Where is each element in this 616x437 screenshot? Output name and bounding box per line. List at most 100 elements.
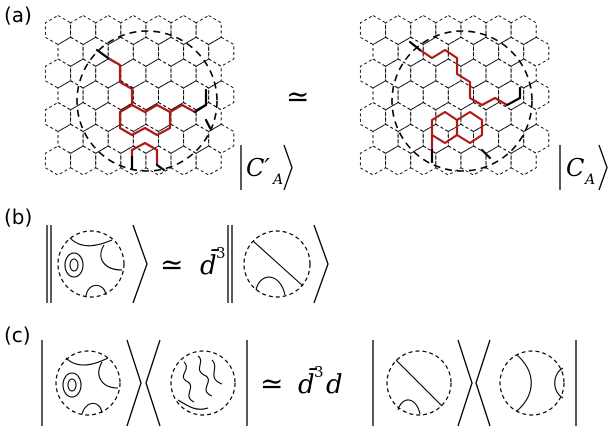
- ket-right: C A: [559, 144, 608, 191]
- lattice-hexagon: [498, 123, 525, 154]
- ket-left-subscript: A: [271, 172, 283, 188]
- lattice-hexagon: [95, 58, 122, 89]
- lattice-hexagon: [145, 58, 172, 89]
- lattice-hexagon: [120, 101, 147, 133]
- trailing-d-c: d: [326, 370, 343, 400]
- boundary-stub-left-5: [155, 163, 166, 172]
- lattice-hexagon: [195, 58, 222, 89]
- lattice-hexagon: [145, 101, 172, 133]
- lattice-hexagon: [158, 123, 185, 154]
- red-string-lower-left: [130, 141, 159, 167]
- panel-c-label: (c): [4, 323, 31, 347]
- lattice-hexagon: [44, 14, 72, 46]
- lattice-hexagon: [498, 36, 525, 67]
- panel-b-ket-1: [46, 224, 148, 304]
- lattice-hexagon: [410, 145, 437, 176]
- lattice-hexagon: [385, 14, 412, 46]
- lattice-hexagon: [70, 14, 97, 46]
- lattice-hexagon: [510, 58, 537, 89]
- lattice-hexagon: [120, 14, 147, 46]
- region-circle-right: [391, 30, 533, 172]
- coefficient-b: d̄: [200, 248, 220, 281]
- panel-c-ket-1: [41, 339, 142, 427]
- lattice-hexagon: [70, 101, 97, 133]
- lattice-hexagon: [170, 58, 197, 89]
- lattice-hexagon: [460, 14, 487, 46]
- honeycomb-lattice-right: [359, 14, 550, 176]
- lattice-hexagon: [510, 145, 537, 176]
- lattice-hexagon: [372, 123, 399, 154]
- lattice-hexagon: [107, 123, 134, 154]
- boundary-stub-right-2: [505, 86, 522, 107]
- lattice-hexagon: [158, 80, 185, 111]
- lattice-hexagon: [359, 145, 387, 176]
- red-string-branch-left: [130, 103, 172, 114]
- lattice-hexagon: [44, 145, 72, 176]
- lattice-hexagon: [82, 123, 109, 154]
- lattice-hexagon: [485, 58, 512, 89]
- lattice-hexagon: [95, 101, 122, 133]
- ket-left: C′ A: [240, 144, 293, 191]
- simeq-symbol-a: ≃: [286, 80, 309, 113]
- coefficient-c: d̄: [298, 367, 318, 400]
- lattice-hexagon: [183, 123, 210, 154]
- lattice-hexagon: [372, 36, 399, 67]
- lattice-hexagon: [95, 14, 122, 46]
- lattice-hexagon: [485, 145, 512, 176]
- boundary-stub-right-4: [480, 148, 492, 160]
- lattice-hexagon: [208, 80, 235, 111]
- lattice-hexagon: [107, 80, 134, 111]
- honeycomb-lattice-left: [44, 14, 235, 176]
- lattice-hexagon: [485, 101, 512, 133]
- lattice-hexagon: [435, 58, 462, 89]
- lattice-hexagon: [473, 36, 500, 67]
- lattice-hexagon: [397, 123, 424, 154]
- lattice-hexagon: [208, 36, 235, 67]
- lattice-hexagon: [435, 101, 462, 133]
- lattice-hexagon: [523, 36, 550, 67]
- lattice-hexagon: [410, 101, 437, 133]
- lattice-hexagon: [57, 36, 84, 67]
- lattice-hexagon: [447, 123, 474, 154]
- lattice-hexagon: [44, 101, 72, 133]
- lattice-hexagon: [385, 58, 412, 89]
- boundary-stub-right-1: [408, 40, 422, 52]
- lattice-hexagon: [359, 14, 387, 46]
- panel-b-ket-2: [227, 224, 329, 304]
- lattice-hexagon: [473, 123, 500, 154]
- red-string-path-right: [418, 48, 509, 107]
- lattice-hexagon: [523, 123, 550, 154]
- lattice-hexagon: [473, 80, 500, 111]
- exponent-b: 3: [216, 244, 226, 262]
- lattice-hexagon: [447, 36, 474, 67]
- simeq-symbol-c: ≃: [260, 367, 283, 400]
- lattice-hexagon: [410, 14, 437, 46]
- lattice-hexagon: [460, 101, 487, 133]
- lattice-hexagon: [447, 80, 474, 111]
- lattice-hexagon: [510, 14, 537, 46]
- ket-right-subscript: A: [583, 172, 595, 188]
- panel-a-label: (a): [4, 3, 32, 27]
- lattice-hexagon: [132, 123, 159, 154]
- red-string-path-left: [106, 56, 197, 137]
- lattice-hexagon: [435, 145, 462, 176]
- lattice-hexagon: [359, 101, 387, 133]
- lattice-hexagon: [132, 80, 159, 111]
- lattice-hexagon: [523, 80, 550, 111]
- lattice-hexagon: [372, 80, 399, 111]
- lattice-hexagon: [145, 145, 172, 176]
- region-circle-left: [76, 30, 218, 172]
- lattice-hexagon: [170, 145, 197, 176]
- lattice-hexagon: [170, 14, 197, 46]
- lattice-hexagon: [82, 36, 109, 67]
- simeq-symbol-b: ≃: [160, 248, 183, 281]
- lattice-hexagon: [44, 58, 72, 89]
- boundary-stub-left-2: [193, 88, 208, 114]
- lattice-hexagon: [498, 80, 525, 111]
- lattice-hexagon: [385, 145, 412, 176]
- ket-left-label: C′: [246, 154, 270, 182]
- lattice-hexagon: [195, 101, 222, 133]
- string-config-right: [408, 40, 522, 164]
- lattice-hexagon: [170, 101, 197, 133]
